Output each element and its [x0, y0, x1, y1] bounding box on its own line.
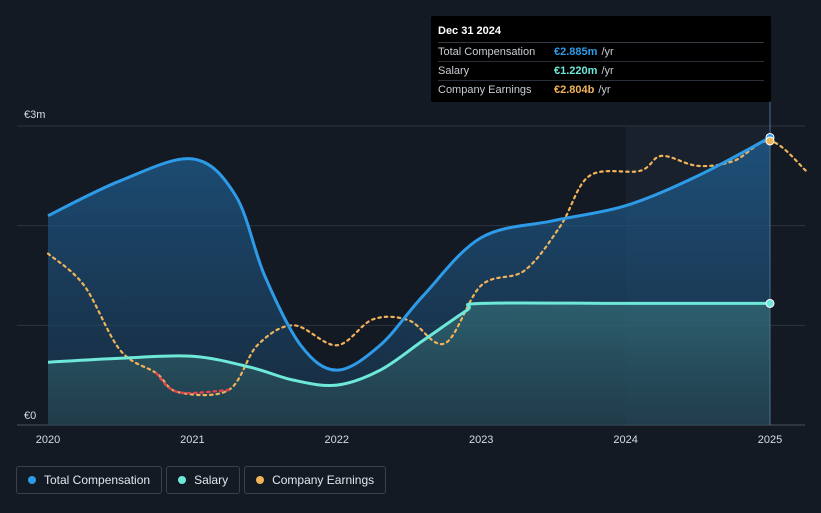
tooltip-row-total-compensation: Total Compensation €2.885m /yr	[438, 43, 764, 62]
legend-item-salary[interactable]: Salary	[166, 466, 241, 494]
tooltip-row-salary: Salary €1.220m /yr	[438, 62, 764, 81]
tooltip-unit: /yr	[598, 84, 611, 96]
y-tick-label: €0	[24, 410, 36, 422]
x-tick-label: 2022	[325, 434, 349, 446]
salary-line	[47, 301, 770, 388]
legend-dot-icon	[28, 476, 36, 484]
legend-dot-icon	[178, 476, 187, 484]
tooltip-value: €1.220m	[554, 65, 598, 77]
x-tick-label: 2023	[469, 434, 493, 446]
legend-label: Total Compensation	[44, 473, 151, 487]
chart-tooltip: Dec 31 2024 Total Compensation €2.885m /…	[431, 16, 771, 102]
legend-item-total-compensation[interactable]: Total Compensation	[16, 466, 163, 494]
tooltip-date: Dec 31 2024	[438, 24, 764, 43]
legend-label: Company Earnings	[272, 473, 375, 487]
x-tick-label: 2020	[36, 434, 60, 446]
company-earnings-marker	[765, 136, 775, 146]
legend-dot-icon	[256, 476, 265, 484]
salary-marker	[765, 298, 775, 308]
tooltip-value: €2.885m	[554, 46, 598, 58]
tooltip-unit: /yr	[601, 46, 614, 58]
legend-label: Salary	[194, 473, 229, 487]
company-earnings-negative-segment	[155, 371, 230, 395]
salary-area	[48, 302, 770, 425]
tooltip-unit: /yr	[601, 65, 614, 77]
x-tick-label: 2025	[758, 434, 782, 446]
tooltip-label: Total Compensation	[438, 46, 536, 58]
y-tick-label: €3m	[24, 109, 45, 121]
x-tick-label: 2024	[613, 434, 637, 446]
legend-item-company-earnings[interactable]: Company Earnings	[244, 466, 387, 494]
tooltip-value: €2.804b	[554, 84, 595, 96]
chart-legend: Total Compensation Salary Company Earnin…	[16, 466, 390, 494]
total-compensation-line	[47, 136, 771, 372]
tooltip-row-company-earnings: Company Earnings €2.804b /yr	[438, 81, 764, 99]
x-tick-label: 2021	[180, 434, 204, 446]
tooltip-label: Salary	[438, 65, 470, 77]
tooltip-label: Company Earnings	[438, 84, 532, 96]
